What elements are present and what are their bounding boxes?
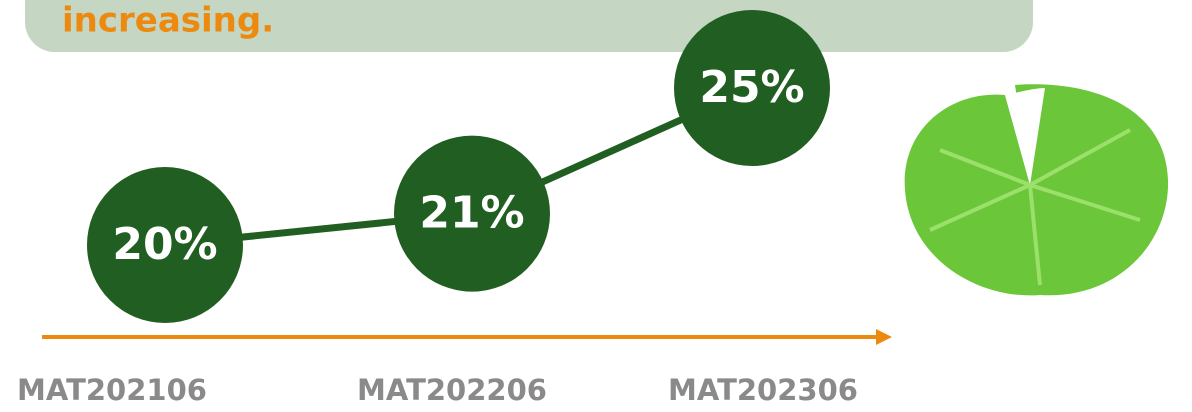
- leaf: [904, 84, 1169, 296]
- point: [87, 167, 243, 323]
- point: [394, 135, 550, 292]
- value-label: 20%: [112, 219, 217, 270]
- value-label: 21%: [419, 188, 524, 239]
- chart-title: increasing.: [62, 1, 274, 41]
- axis-arrow: [876, 329, 892, 345]
- x-tick-label: MAT202206: [357, 373, 547, 407]
- x-tick-label: MAT202106: [17, 373, 207, 407]
- x-tick-label: MAT202306: [668, 373, 858, 407]
- point: [674, 10, 830, 166]
- value-label: 25%: [699, 62, 804, 113]
